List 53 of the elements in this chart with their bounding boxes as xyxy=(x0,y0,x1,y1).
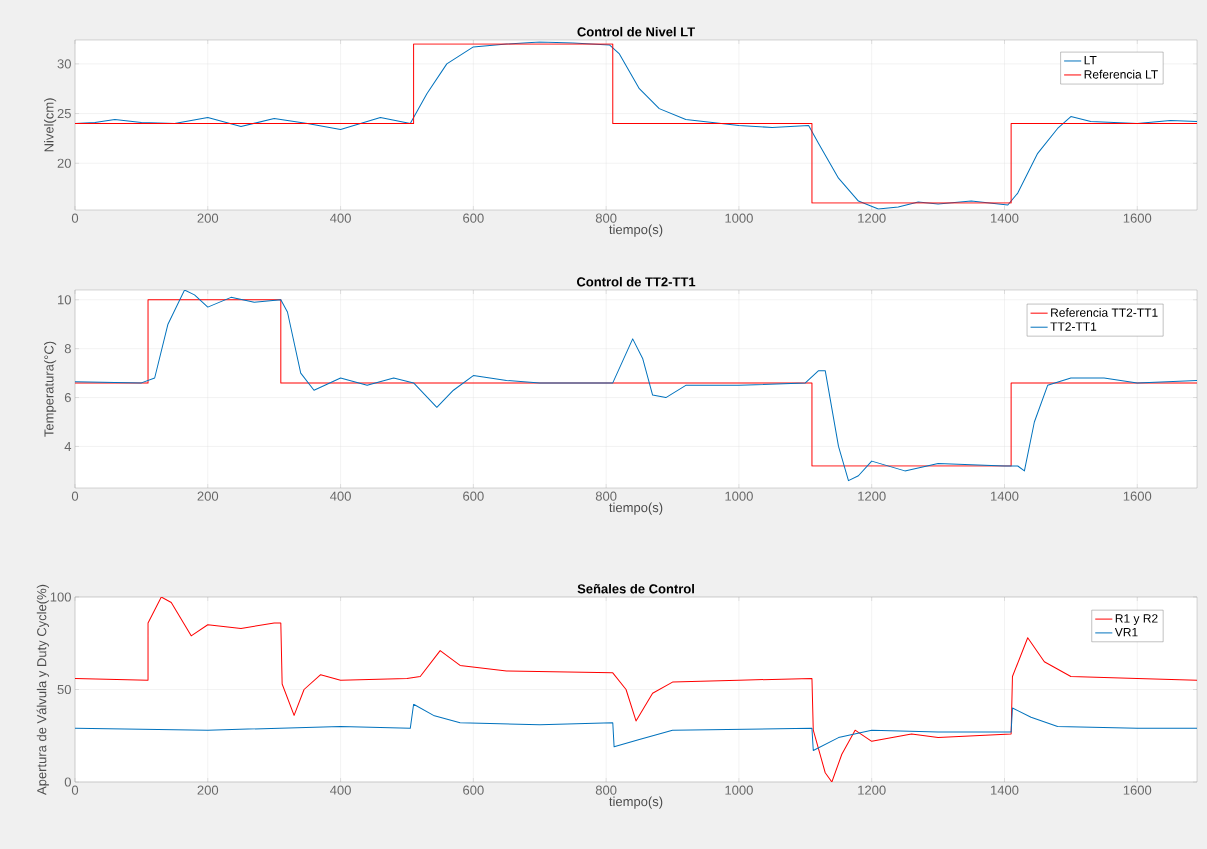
x-tick-label: 200 xyxy=(197,491,219,501)
legend-label: R1 y R2 xyxy=(1115,614,1158,626)
x-tick-label: 800 xyxy=(595,491,617,501)
y-tick-label: 0 xyxy=(64,777,71,787)
x-tick-label: 1400 xyxy=(991,785,1019,795)
x-tick-label: 400 xyxy=(330,213,351,223)
x-tick-label: 0 xyxy=(71,213,79,223)
x-tick-label: 0 xyxy=(71,491,79,501)
x-tick-label: 0 xyxy=(71,785,79,795)
x-axis-title: tiempo(s) xyxy=(609,796,663,809)
y-tick-label: 100 xyxy=(50,592,71,602)
legend-label: VR1 xyxy=(1114,628,1138,637)
chart-title: Control de TT2-TT1 xyxy=(576,276,696,287)
y-tick-label: 30 xyxy=(57,59,71,69)
x-tick-label: 1200 xyxy=(858,213,886,223)
y-tick-label: 25 xyxy=(57,108,71,119)
x-tick-label: 1600 xyxy=(1123,785,1152,795)
x-tick-label: 1600 xyxy=(1123,491,1152,501)
y-axis-title: Temperatura(°C) xyxy=(44,341,57,437)
x-tick-label: 1000 xyxy=(725,785,753,795)
x-tick-label: 1200 xyxy=(858,491,886,501)
x-tick-label: 1000 xyxy=(725,213,753,223)
y-axis-title: Nivel(cm) xyxy=(44,98,57,152)
x-tick-label: 600 xyxy=(463,491,484,501)
chart-title: Señales de Control xyxy=(577,583,694,594)
y-tick-label: 4 xyxy=(64,441,72,451)
x-tick-label: 1600 xyxy=(1123,213,1152,223)
x-tick-label: 800 xyxy=(595,785,617,795)
y-tick-label: 8 xyxy=(64,344,71,354)
x-tick-label: 600 xyxy=(463,785,484,795)
x-axis-title: tiempo(s) xyxy=(609,224,663,237)
x-tick-label: 400 xyxy=(330,785,351,795)
legend-label: Referencia LT xyxy=(1084,69,1158,79)
y-tick-label: 10 xyxy=(58,295,71,305)
chart-title: Control de Nivel LT xyxy=(577,26,695,37)
legend-label: LT xyxy=(1084,56,1097,65)
y-tick-label: 50 xyxy=(57,684,71,695)
line-series xyxy=(75,597,1198,782)
y-tick-label: 20 xyxy=(57,158,71,168)
x-tick-label: 1400 xyxy=(991,213,1019,223)
x-tick-label: 800 xyxy=(595,213,617,223)
x-tick-label: 1000 xyxy=(725,491,753,501)
x-tick-label: 400 xyxy=(330,491,351,501)
y-axis-title: Apertura de Válvula y Duty Cycle(%) xyxy=(36,584,49,795)
legend-label: Referencia TT2-TT1 xyxy=(1051,308,1158,317)
legend-label: TT2-TT1 xyxy=(1050,322,1097,331)
x-tick-label: 200 xyxy=(197,785,219,795)
y-tick-label: 6 xyxy=(64,392,71,403)
x-tick-label: 1200 xyxy=(858,785,886,795)
x-tick-label: 600 xyxy=(463,213,484,223)
x-axis-title: tiempo(s) xyxy=(609,502,663,515)
x-tick-label: 200 xyxy=(197,213,219,223)
x-tick-label: 1400 xyxy=(991,491,1019,501)
